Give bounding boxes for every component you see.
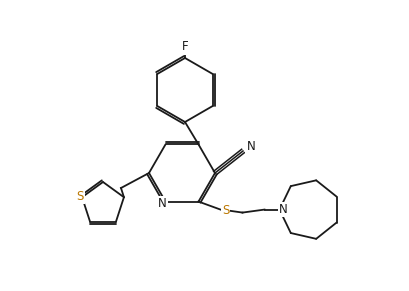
Text: S: S	[222, 204, 229, 217]
Text: N: N	[279, 203, 288, 216]
Text: N: N	[247, 141, 255, 153]
Text: S: S	[76, 190, 84, 203]
Text: F: F	[182, 40, 188, 54]
Text: N: N	[158, 197, 167, 210]
